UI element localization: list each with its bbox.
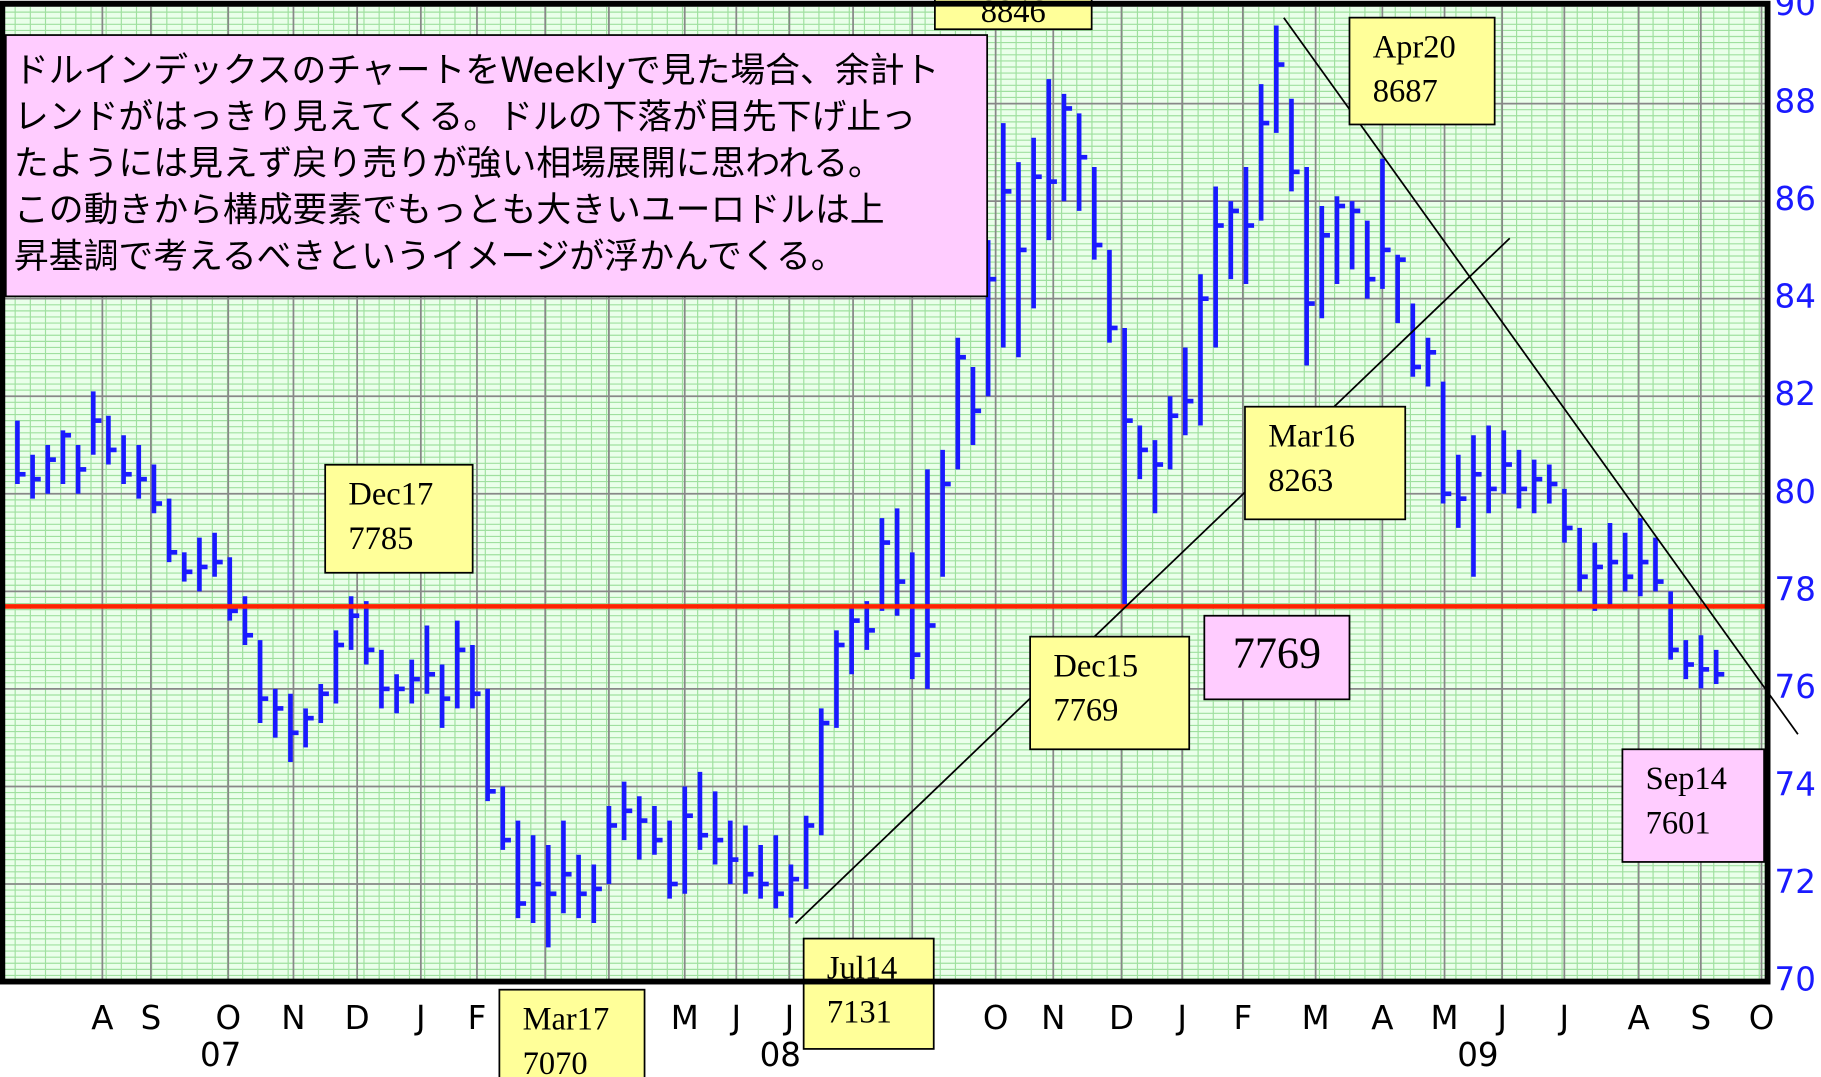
annotation-text: Dec15 <box>1053 649 1138 685</box>
annotation-box <box>1348 16 1496 126</box>
annotation-text: 8687 <box>1373 74 1438 110</box>
x-tick-label: M <box>1302 999 1330 1037</box>
annotation-text: Dec17 <box>348 477 433 513</box>
x-tick-label: J <box>1558 999 1570 1037</box>
annotation-text: 7070 <box>523 1046 588 1077</box>
annotation-text: Mar17 <box>523 1002 610 1038</box>
y-tick-label: 90 <box>1775 0 1816 23</box>
annotation-text: 7131 <box>827 995 892 1031</box>
annotation-text: Apr20 <box>1373 30 1456 66</box>
x-tick-label: M <box>1431 999 1459 1037</box>
year-label: 09 <box>1457 1036 1498 1074</box>
note-line: ドルインデックスのチャートをWeeklyで見た場合、余計ト <box>14 51 939 91</box>
annotation-box <box>1203 614 1351 701</box>
annotation-text: Mar16 <box>1268 419 1355 455</box>
x-tick-label: S <box>1691 999 1712 1037</box>
x-tick-label: D <box>345 999 370 1037</box>
y-tick-label: 78 <box>1775 570 1816 608</box>
x-tick-label: A <box>91 999 113 1037</box>
year-label: 07 <box>200 1036 241 1074</box>
annotation-text: 7769 <box>1053 693 1118 729</box>
x-tick-label: A <box>1628 999 1650 1037</box>
annotation-text: 7785 <box>348 521 413 557</box>
trend-line <box>1283 17 1799 735</box>
annotation-box <box>1029 635 1191 751</box>
y-tick-label: 84 <box>1775 278 1816 316</box>
x-tick-label: M <box>671 999 699 1037</box>
x-tick-label: N <box>281 999 305 1037</box>
y-tick-label: 86 <box>1775 180 1816 218</box>
x-tick-label: F <box>468 999 487 1037</box>
y-tick-label: 88 <box>1775 83 1816 121</box>
annotation-text: Sep14 <box>1646 761 1727 797</box>
x-tick-label: N <box>1041 999 1065 1037</box>
x-tick-label: A <box>1371 999 1393 1037</box>
annotation-box <box>1621 748 1765 863</box>
y-tick-label: 70 <box>1775 961 1816 999</box>
annotation-text: 8263 <box>1268 463 1333 499</box>
x-tick-label: D <box>1109 999 1134 1037</box>
annotation-box <box>498 988 646 1077</box>
x-tick-label: J <box>1175 999 1187 1037</box>
x-tick-label: S <box>141 999 162 1037</box>
annotation-box <box>1244 405 1407 521</box>
annotation-box <box>802 937 935 1050</box>
note-line: 昇基調で考えるべきというイメージが浮かんでくる。 <box>14 237 846 277</box>
x-tick-label: J <box>1495 999 1507 1037</box>
x-tick-label: F <box>1233 999 1252 1037</box>
x-tick-label: O <box>1749 999 1775 1037</box>
annotation-text: 7769 <box>1233 629 1321 678</box>
note-line: たようには見えず戻り売りが強い相場展開に思われる。 <box>14 144 883 184</box>
x-tick-label: O <box>215 999 241 1037</box>
annotation-text: 7601 <box>1646 805 1711 841</box>
annotation-box <box>324 463 474 574</box>
x-tick-label: J <box>783 999 795 1037</box>
trend-line <box>794 237 1511 925</box>
year-label: 08 <box>760 1036 801 1074</box>
y-tick-label: 82 <box>1775 375 1816 413</box>
y-tick-label: 76 <box>1775 668 1816 706</box>
note-line: レンドがはっきり見えてくる。ドルの下落が目先下げ止っ <box>14 98 916 138</box>
x-tick-label: J <box>414 999 426 1037</box>
plot-border <box>0 0 1771 985</box>
x-tick-label: O <box>983 999 1009 1037</box>
x-tick-label: J <box>730 999 742 1037</box>
note-line: この動きから構成要素でもっとも大きいユーロドルは上 <box>14 191 885 231</box>
y-tick-label: 74 <box>1775 765 1816 803</box>
y-tick-label: 80 <box>1775 473 1816 511</box>
note-box <box>4 34 989 298</box>
y-tick-label: 72 <box>1775 863 1816 901</box>
